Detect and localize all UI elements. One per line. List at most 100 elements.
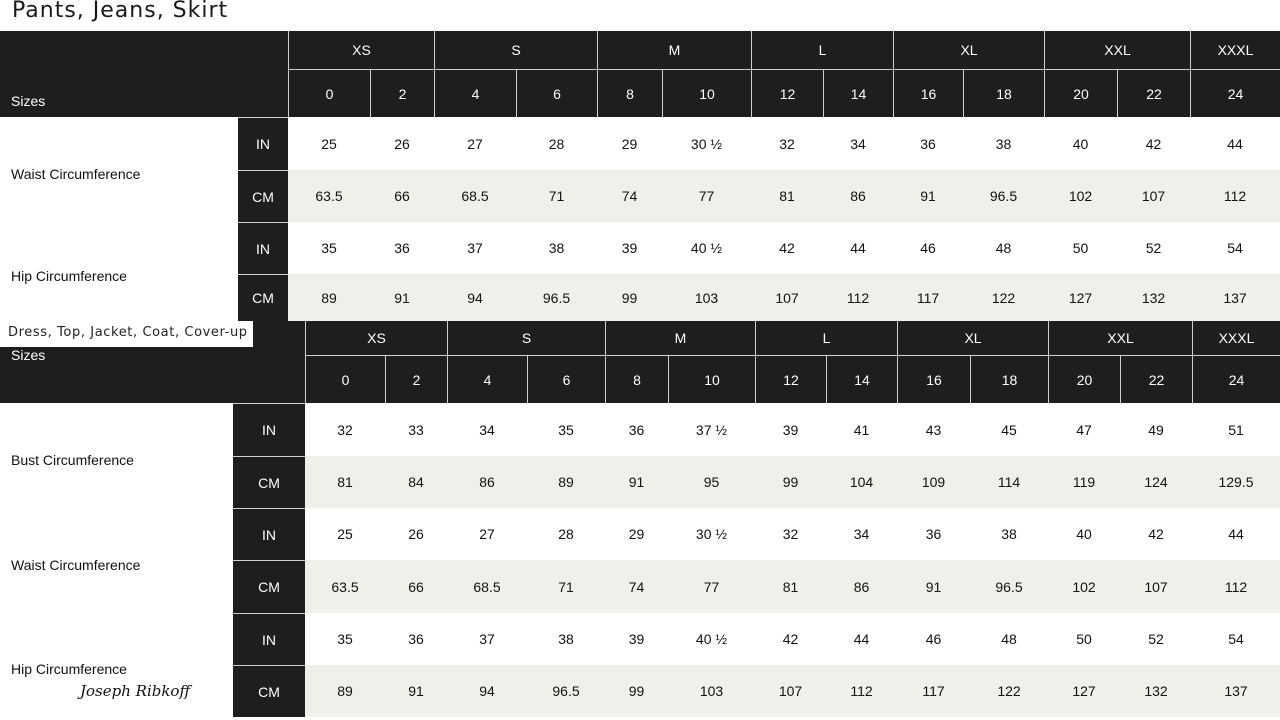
measurement-cell: 41	[853, 421, 870, 438]
size-number-header: 12	[751, 69, 823, 117]
measurement-cell: 37	[467, 240, 483, 256]
measurement-label: Hip Circumference	[11, 267, 127, 284]
measurement-cell: 46	[920, 240, 936, 256]
measurement-cell: 96.5	[552, 683, 580, 699]
size-number-header: 22	[1117, 69, 1190, 117]
measurement-label: Waist Circumference	[11, 165, 141, 182]
size-number-header: 8	[605, 355, 668, 403]
measurement-cell: 35	[558, 421, 574, 438]
measurement-cell: 122	[997, 683, 1021, 699]
size-number-header: 10	[662, 69, 751, 117]
row-background	[233, 665, 1280, 717]
size-number-header: 20	[1048, 355, 1120, 403]
measurement-cell: 42	[782, 631, 799, 647]
measurement-cell: 52	[1148, 631, 1164, 647]
measurement-cell: 91	[408, 683, 424, 699]
measurement-cell: 99	[782, 474, 799, 490]
measurement-cell: 37	[479, 631, 495, 647]
measurement-cell: 47	[1076, 421, 1092, 438]
measurement-cell: 30 ½	[690, 135, 723, 152]
size-number-header: 16	[893, 69, 963, 117]
measurement-cell: 66	[408, 578, 424, 595]
measurement-cell: 29	[628, 526, 645, 542]
measurement-cell: 99	[621, 289, 638, 306]
measurement-cell: 81	[337, 474, 353, 490]
measurement-cell: 35	[337, 631, 353, 647]
size-number-header: 2	[385, 355, 447, 403]
measurement-cell: 81	[779, 188, 795, 204]
size-number-header: 14	[826, 355, 897, 403]
measurement-cell: 28	[548, 135, 565, 152]
measurement-cell: 71	[548, 188, 565, 204]
measurement-cell: 94	[467, 289, 483, 306]
measurement-cell: 36	[925, 526, 942, 542]
measurement-cell: 36	[628, 421, 645, 438]
measurement-cell: 49	[1148, 421, 1164, 438]
size-group-m: M	[605, 321, 755, 355]
measurement-cell: 50	[1076, 631, 1092, 647]
measurement-cell: 43	[925, 421, 942, 438]
measurement-cell: 36	[394, 240, 410, 256]
measurement-cell: 44	[853, 631, 870, 647]
measurement-cell: 94	[479, 683, 495, 699]
measurement-label: Waist Circumference	[11, 556, 141, 573]
measurement-cell: 103	[694, 289, 719, 306]
measurement-cell: 91	[925, 578, 942, 595]
measurement-cell: 48	[995, 240, 1012, 256]
measurement-cell: 33	[408, 421, 424, 438]
measurement-cell: 38	[558, 631, 574, 647]
unit-label-in: IN	[233, 613, 305, 665]
measurement-cell: 40 ½	[695, 631, 728, 647]
unit-label-in: IN	[238, 117, 288, 170]
size-number-header: 22	[1120, 355, 1192, 403]
measurement-cell: 99	[628, 683, 645, 699]
size-group-l: L	[751, 31, 893, 69]
measurement-cell: 44	[850, 240, 866, 256]
measurement-label: Bust Circumference	[11, 451, 134, 468]
measurement-cell: 124	[1144, 474, 1168, 490]
measurement-cell: 30 ½	[695, 526, 728, 542]
measurement-cell: 96.5	[989, 188, 1018, 204]
measurement-cell: 51	[1228, 421, 1244, 438]
measurement-cell: 86	[853, 578, 870, 595]
measurement-cell: 54	[1227, 240, 1243, 256]
measurement-cell: 26	[394, 135, 410, 152]
size-number-header: 20	[1044, 69, 1117, 117]
measurement-cell: 117	[916, 289, 940, 306]
measurement-cell: 42	[1148, 526, 1164, 542]
measurement-cell: 84	[408, 474, 424, 490]
measurement-cell: 38	[548, 240, 565, 256]
measurement-cell: 34	[479, 421, 495, 438]
measurement-cell: 112	[846, 289, 870, 306]
unit-label-cm: CM	[233, 665, 305, 717]
unit-label-in: IN	[233, 508, 305, 560]
measurement-cell: 107	[778, 683, 803, 699]
unit-label-cm: CM	[238, 274, 288, 321]
measurement-cell: 102	[1068, 188, 1093, 204]
row-background	[233, 456, 1280, 508]
size-group-xl: XL	[893, 31, 1044, 69]
measurement-cell: 109	[921, 474, 946, 490]
measurement-cell: 45	[1001, 421, 1017, 438]
sizes-label: Sizes	[11, 347, 46, 363]
sizes-label: Sizes	[11, 93, 46, 109]
size-number-header: 2	[370, 69, 434, 117]
size-number-header: 24	[1192, 355, 1280, 403]
measurement-cell: 38	[995, 135, 1012, 152]
size-group-m: M	[597, 31, 751, 69]
size-number-header: 4	[447, 355, 527, 403]
measurement-cell: 119	[1072, 474, 1096, 490]
row-background	[238, 274, 1280, 321]
measurement-cell: 35	[321, 240, 337, 256]
size-group-xs: XS	[305, 321, 447, 355]
dress-table-title: Dress, Top, Jacket, Coat, Cover-up	[0, 321, 253, 347]
measurement-cell: 40	[1072, 135, 1089, 152]
measurement-cell: 29	[621, 135, 638, 152]
measurement-cell: 132	[1141, 289, 1166, 306]
measurement-label: Hip Circumference	[11, 661, 127, 677]
measurement-cell: 27	[467, 135, 483, 152]
measurement-cell: 107	[1141, 188, 1166, 204]
size-group-xs: XS	[288, 31, 434, 69]
measurement-cell: 112	[1224, 578, 1248, 595]
size-number-header: 6	[516, 69, 597, 117]
